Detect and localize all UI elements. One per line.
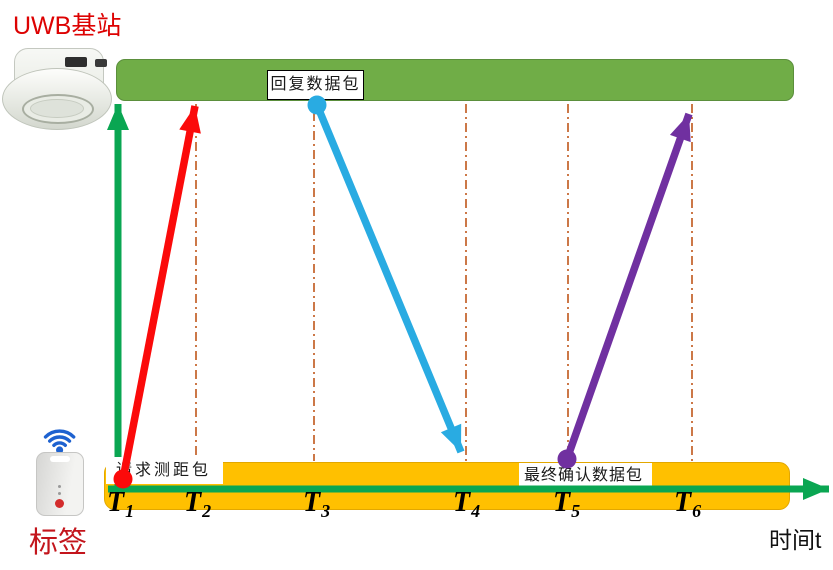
anchor-antenna-ring [22, 94, 94, 124]
reply-packet-label: 回复数据包 [267, 70, 364, 100]
uwb-anchor-device-image [2, 46, 114, 130]
request-packet-text: 请求测距包 [116, 461, 212, 479]
request-packet-arrow [119, 105, 201, 480]
tag-top-slot [50, 456, 70, 462]
final-packet-arrow [563, 112, 693, 461]
tag-red-button [55, 499, 64, 508]
wifi-arc-large [43, 429, 76, 439]
wifi-arc-medium [48, 435, 72, 443]
request-packet-origin-dot [113, 469, 133, 489]
reply-packet-text: 回复数据包 [270, 76, 361, 93]
uwb-anchor-label: UWB基站 [13, 12, 122, 40]
tag-indicator-dot [58, 485, 61, 488]
base-station-timeline-bar [116, 59, 794, 101]
wifi-signal-icon [43, 429, 76, 454]
final-packet-origin-dot [557, 449, 577, 469]
tag-label: 标签 [29, 527, 88, 559]
reply-packet-arrow [313, 103, 465, 454]
final-packet-text: 最终确认数据包 [524, 466, 644, 484]
anchor-connector-slot-small [95, 59, 107, 67]
tag-indicator-dot-2 [58, 492, 61, 495]
uwb-tag-device-image [36, 424, 88, 516]
anchor-antenna-ring-inner [30, 99, 84, 118]
wifi-dot [56, 446, 64, 454]
anchor-connector-slot [65, 57, 87, 67]
tag-card-body [36, 452, 84, 516]
final-packet-label: 最终确认数据包 [519, 463, 652, 488]
time-axis-label: 时间t [769, 527, 822, 553]
wifi-arc-small [52, 441, 67, 447]
reply-packet-origin-dot [307, 95, 327, 115]
